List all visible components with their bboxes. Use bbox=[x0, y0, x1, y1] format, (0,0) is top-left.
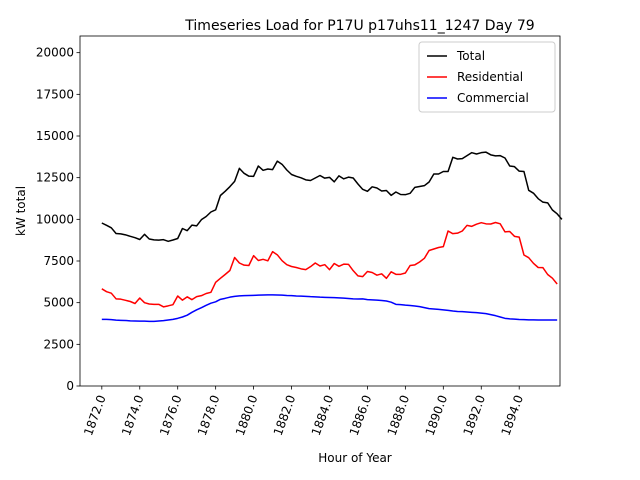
legend: Total Residential Commercial bbox=[418, 41, 556, 113]
y-tick-label: 20000 bbox=[36, 46, 74, 60]
x-tick-label: 1884.0 bbox=[309, 393, 337, 437]
legend-label-commercial: Commercial bbox=[457, 91, 529, 105]
y-tick-label: 17500 bbox=[36, 87, 74, 101]
legend-label-residential: Residential bbox=[457, 70, 523, 84]
plot-frame bbox=[79, 35, 561, 387]
legend-box bbox=[418, 41, 556, 113]
y-tick-label: 10000 bbox=[36, 212, 74, 226]
y-tick-label: 0 bbox=[66, 379, 74, 393]
x-axis-label: Hour of Year bbox=[318, 451, 392, 465]
x-axis-ticks: 1872.0 1874.0 1876.0 1878.0 1880.0 1882.0 1884… bbox=[81, 386, 526, 437]
y-tick-label: 5000 bbox=[43, 296, 74, 310]
x-tick-label: 1872.0 bbox=[81, 393, 109, 437]
series-line-residential bbox=[101, 221, 558, 308]
series-group bbox=[101, 151, 563, 323]
x-tick-label: 1876.0 bbox=[157, 393, 185, 437]
y-tick-label: 2500 bbox=[43, 337, 74, 351]
plot-border bbox=[79, 35, 561, 387]
x-tick-label: 1892.0 bbox=[461, 393, 489, 437]
series-line-total bbox=[101, 151, 563, 243]
series-line-commercial bbox=[101, 294, 558, 323]
y-tick-label: 7500 bbox=[43, 254, 74, 268]
x-tick-label: 1890.0 bbox=[423, 393, 451, 437]
x-tick-label: 1880.0 bbox=[233, 393, 261, 437]
chart-title: Timeseries Load for P17U p17uhs11_1247 D… bbox=[184, 18, 534, 34]
x-tick-label: 1886.0 bbox=[347, 393, 375, 437]
x-tick-label: 1874.0 bbox=[119, 393, 147, 437]
y-axis-ticks: 0 2500 5000 7500 10000 12500 15000 17500 20000 bbox=[36, 46, 80, 393]
x-tick-label: 1878.0 bbox=[195, 393, 223, 437]
x-tick-label: 1882.0 bbox=[271, 393, 299, 437]
legend-label-total: Total bbox=[456, 49, 485, 63]
x-tick-label: 1888.0 bbox=[385, 393, 413, 437]
x-tick-label: 1894.0 bbox=[499, 393, 527, 437]
y-tick-label: 12500 bbox=[36, 171, 74, 185]
y-axis-label: kW total bbox=[14, 186, 28, 236]
y-tick-label: 15000 bbox=[36, 129, 74, 143]
